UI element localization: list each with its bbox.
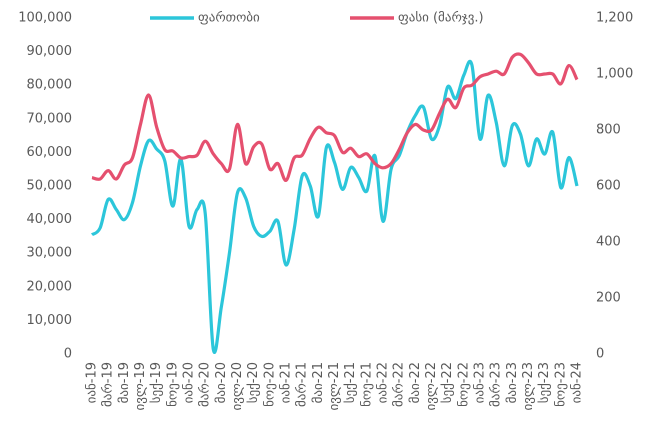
y-tick-label: 100,000 bbox=[18, 11, 72, 26]
x-tick-label: ნოე-21 bbox=[359, 362, 374, 407]
x-tick-label: სექ-22 bbox=[440, 362, 455, 403]
x-tick-label: იან-23 bbox=[473, 362, 488, 403]
legend-label: ფასი (მარჯვ.) bbox=[398, 11, 484, 26]
x-tick-label: ნოე-22 bbox=[456, 362, 471, 407]
y2-tick-label: 800 bbox=[596, 123, 621, 138]
x-tick-label: ნოე-20 bbox=[262, 362, 277, 407]
y-tick-label: 60,000 bbox=[27, 145, 73, 160]
y-tick-label: 80,000 bbox=[27, 78, 73, 93]
x-tick-label: ნოე-19 bbox=[165, 362, 180, 407]
x-tick-label: ივლ-20 bbox=[230, 362, 245, 410]
series-line bbox=[90, 59, 579, 354]
x-tick-label: სექ-21 bbox=[343, 362, 358, 403]
x-tick-label: სექ-19 bbox=[149, 362, 164, 403]
y-tick-label: 30,000 bbox=[27, 246, 73, 261]
x-tick-label: ივლ-19 bbox=[133, 362, 148, 410]
x-tick-label: ივლ-21 bbox=[327, 362, 342, 410]
y-tick-label: 40,000 bbox=[27, 212, 73, 227]
x-tick-label: ივლ-22 bbox=[424, 362, 439, 410]
x-tick-label: სექ-23 bbox=[537, 362, 552, 403]
y-tick-label: 0 bbox=[64, 347, 72, 362]
y2-tick-label: 1,000 bbox=[596, 67, 633, 82]
x-tick-label: სექ-20 bbox=[246, 362, 261, 403]
x-tick-label: მაი-21 bbox=[311, 362, 326, 403]
x-tick-label: მარ-22 bbox=[392, 362, 407, 407]
x-tick-label: ნოე-23 bbox=[553, 362, 568, 407]
x-tick-label: მარ-21 bbox=[295, 362, 310, 407]
x-tick-label: მაი-22 bbox=[408, 362, 423, 403]
y-tick-label: 70,000 bbox=[27, 111, 73, 126]
x-tick-label: იან-20 bbox=[182, 362, 197, 403]
y2-tick-label: 600 bbox=[596, 179, 621, 194]
x-tick-label: იან-19 bbox=[85, 362, 100, 403]
y-tick-label: 10,000 bbox=[27, 313, 73, 328]
y2-tick-label: 400 bbox=[596, 235, 621, 250]
y2-tick-label: 200 bbox=[596, 291, 621, 306]
x-tick-label: მაი-23 bbox=[505, 362, 520, 403]
x-tick-label: მაი-20 bbox=[214, 362, 229, 403]
x-tick-label: მარ-20 bbox=[198, 362, 213, 407]
x-tick-label: იან-22 bbox=[376, 362, 391, 403]
x-tick-label: მაი-19 bbox=[117, 362, 132, 403]
x-tick-label: ივლ-23 bbox=[521, 362, 536, 410]
y2-tick-label: 0 bbox=[596, 347, 604, 362]
y-tick-label: 50,000 bbox=[27, 179, 73, 194]
y-tick-label: 20,000 bbox=[27, 279, 73, 294]
x-tick-label: მარ-23 bbox=[489, 362, 504, 407]
series-line bbox=[91, 52, 579, 183]
y-tick-label: 90,000 bbox=[27, 44, 73, 59]
x-tick-label: მარ-19 bbox=[101, 362, 116, 407]
x-tick-label: იან-24 bbox=[570, 362, 585, 403]
x-tick-label: იან-21 bbox=[279, 362, 294, 403]
legend-label: ფართობი bbox=[198, 11, 260, 26]
y2-tick-label: 1,200 bbox=[596, 11, 633, 26]
